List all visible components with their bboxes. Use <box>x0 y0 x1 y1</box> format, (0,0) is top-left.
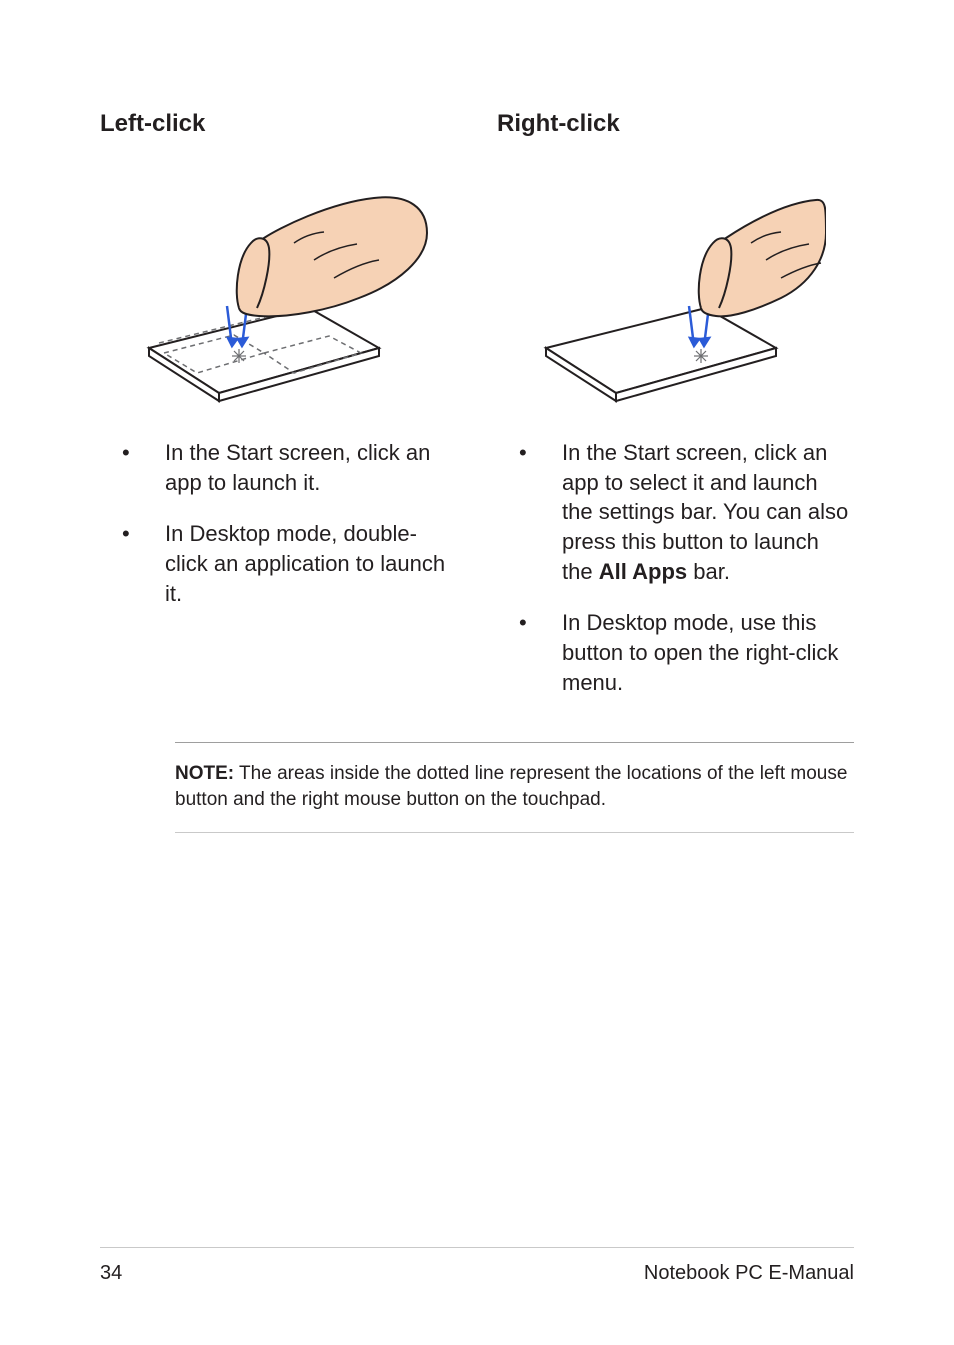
touchpad-right-click-icon <box>526 188 826 418</box>
note-label: NOTE: <box>175 763 234 784</box>
left-click-bullet-list: In the Start screen, click an app to lau… <box>100 438 457 608</box>
bullet-text: In Desktop mode, use this button to open… <box>562 610 838 694</box>
list-item: In the Start screen, click an app to lau… <box>100 438 457 497</box>
bullet-text: In the Start screen, click an app to lau… <box>165 440 430 495</box>
right-click-illustration <box>497 158 854 428</box>
right-bullets-col: In the Start screen, click an app to sel… <box>497 428 854 720</box>
right-click-heading: Right-click <box>497 110 854 138</box>
left-column: Left-click <box>100 110 457 428</box>
left-click-illustration <box>100 158 457 428</box>
page: Left-click <box>0 0 954 1345</box>
list-item: In Desktop mode, use this button to open… <box>497 608 854 697</box>
bullet-text: In Desktop mode, double-click an applica… <box>165 521 445 605</box>
note-block: NOTE: The areas inside the dotted line r… <box>175 742 854 833</box>
page-number: 34 <box>100 1262 122 1285</box>
touchpad-left-click-icon <box>129 188 429 418</box>
right-column: Right-click <box>497 110 854 428</box>
note-text: The areas inside the dotted line represe… <box>175 763 847 811</box>
page-footer: 34 Notebook PC E-Manual <box>100 1247 854 1285</box>
left-click-heading: Left-click <box>100 110 457 138</box>
list-item: In Desktop mode, double-click an applica… <box>100 519 457 608</box>
bullet-text-post: bar. <box>687 559 730 584</box>
list-item: In the Start screen, click an app to sel… <box>497 438 854 586</box>
bullet-columns: In the Start screen, click an app to lau… <box>100 428 854 720</box>
bullet-text-bold: All Apps <box>599 559 687 584</box>
left-bullets-col: In the Start screen, click an app to lau… <box>100 428 457 720</box>
right-click-bullet-list: In the Start screen, click an app to sel… <box>497 438 854 698</box>
two-column-layout: Left-click <box>100 110 854 428</box>
doc-title: Notebook PC E-Manual <box>644 1262 854 1285</box>
